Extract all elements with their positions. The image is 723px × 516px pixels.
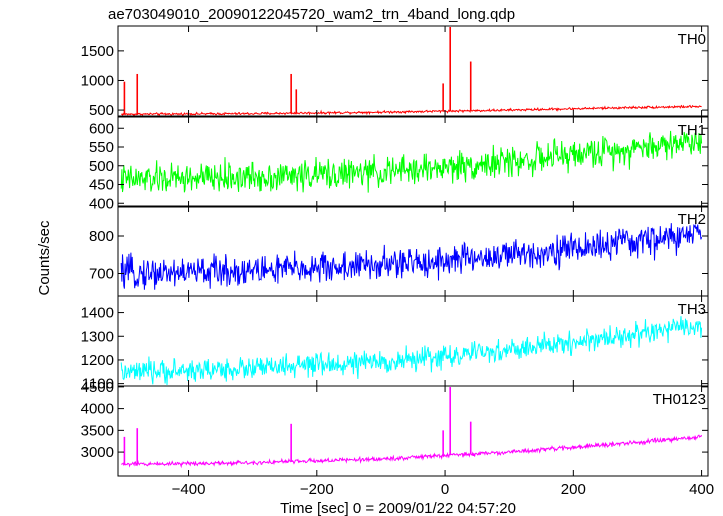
y-tick-label: 1000	[81, 72, 114, 89]
panel-frame	[117, 295, 709, 387]
y-tick-label: 1100	[82, 376, 114, 393]
panel-th0123: 3000 3500 4000 4500 TH0123	[81, 379, 709, 477]
x-tick-label: 200	[561, 481, 586, 498]
y-tick-label: 700	[89, 266, 114, 283]
y-tick-label: 1500	[81, 43, 114, 60]
y-tick-label: 4000	[81, 401, 114, 418]
y-tick-label: 4500	[81, 379, 114, 396]
y-tick-label: 450	[89, 177, 114, 194]
panel-label-th3: TH3	[678, 301, 706, 318]
panel-label-th2: TH2	[678, 211, 706, 228]
panel-frame	[117, 385, 709, 477]
y-tick-label: 600	[89, 120, 114, 137]
series-line-th1	[120, 130, 703, 193]
x-axis-label: Time [sec] 0 = 2009/01/22 04:57:20	[280, 500, 516, 516]
panel-frame	[117, 25, 709, 117]
chart-title: ae703049010_20090122045720_wam2_trn_4ban…	[108, 6, 515, 23]
y-tick-label: 1200	[81, 352, 114, 369]
panel-frame	[117, 205, 709, 297]
panel-th3: 1100 1200 1300 1400 TH3	[81, 295, 709, 393]
panel-frame	[117, 116, 709, 208]
y-tick-label: 400	[89, 195, 114, 212]
y-tick-label: 550	[89, 139, 114, 156]
series-line-th2	[120, 223, 703, 290]
series-line-th0	[121, 104, 702, 116]
panel-label-th0: TH0	[678, 31, 706, 48]
panel-th2: 700 800 TH2	[89, 205, 709, 297]
x-tick-label: 0	[441, 481, 449, 498]
series-line-th0123	[121, 434, 703, 469]
y-tick-label: 800	[89, 228, 114, 245]
x-tick-label: −200	[300, 481, 334, 498]
series-line-th3	[120, 316, 703, 386]
y-tick-label: 1400	[81, 305, 114, 322]
y-tick-label: 3000	[81, 444, 114, 461]
panel-label-th1: TH1	[678, 122, 706, 139]
x-tick-label: −400	[172, 481, 206, 498]
panel-label-th0123: TH0123	[653, 391, 706, 408]
x-tick-label: 400	[689, 481, 714, 498]
y-tick-label: 500	[89, 102, 114, 119]
y-axis-label: Counts/sec	[36, 220, 53, 296]
y-tick-label: 1300	[81, 328, 114, 345]
y-tick-label: 500	[89, 158, 114, 175]
panel-th0: 500 1000 1500 TH0	[81, 25, 709, 119]
y-tick-label: 3500	[81, 422, 114, 439]
